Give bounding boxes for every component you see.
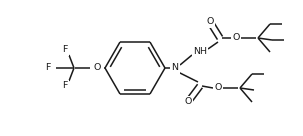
Text: O: O	[206, 18, 214, 27]
Text: F: F	[45, 64, 51, 72]
Text: F: F	[62, 46, 68, 55]
Text: O: O	[93, 64, 101, 72]
Text: N: N	[171, 64, 178, 72]
Text: O: O	[232, 33, 240, 42]
Text: O: O	[214, 84, 222, 92]
Text: NH: NH	[193, 47, 207, 56]
Text: O: O	[184, 98, 192, 106]
Text: F: F	[62, 81, 68, 90]
